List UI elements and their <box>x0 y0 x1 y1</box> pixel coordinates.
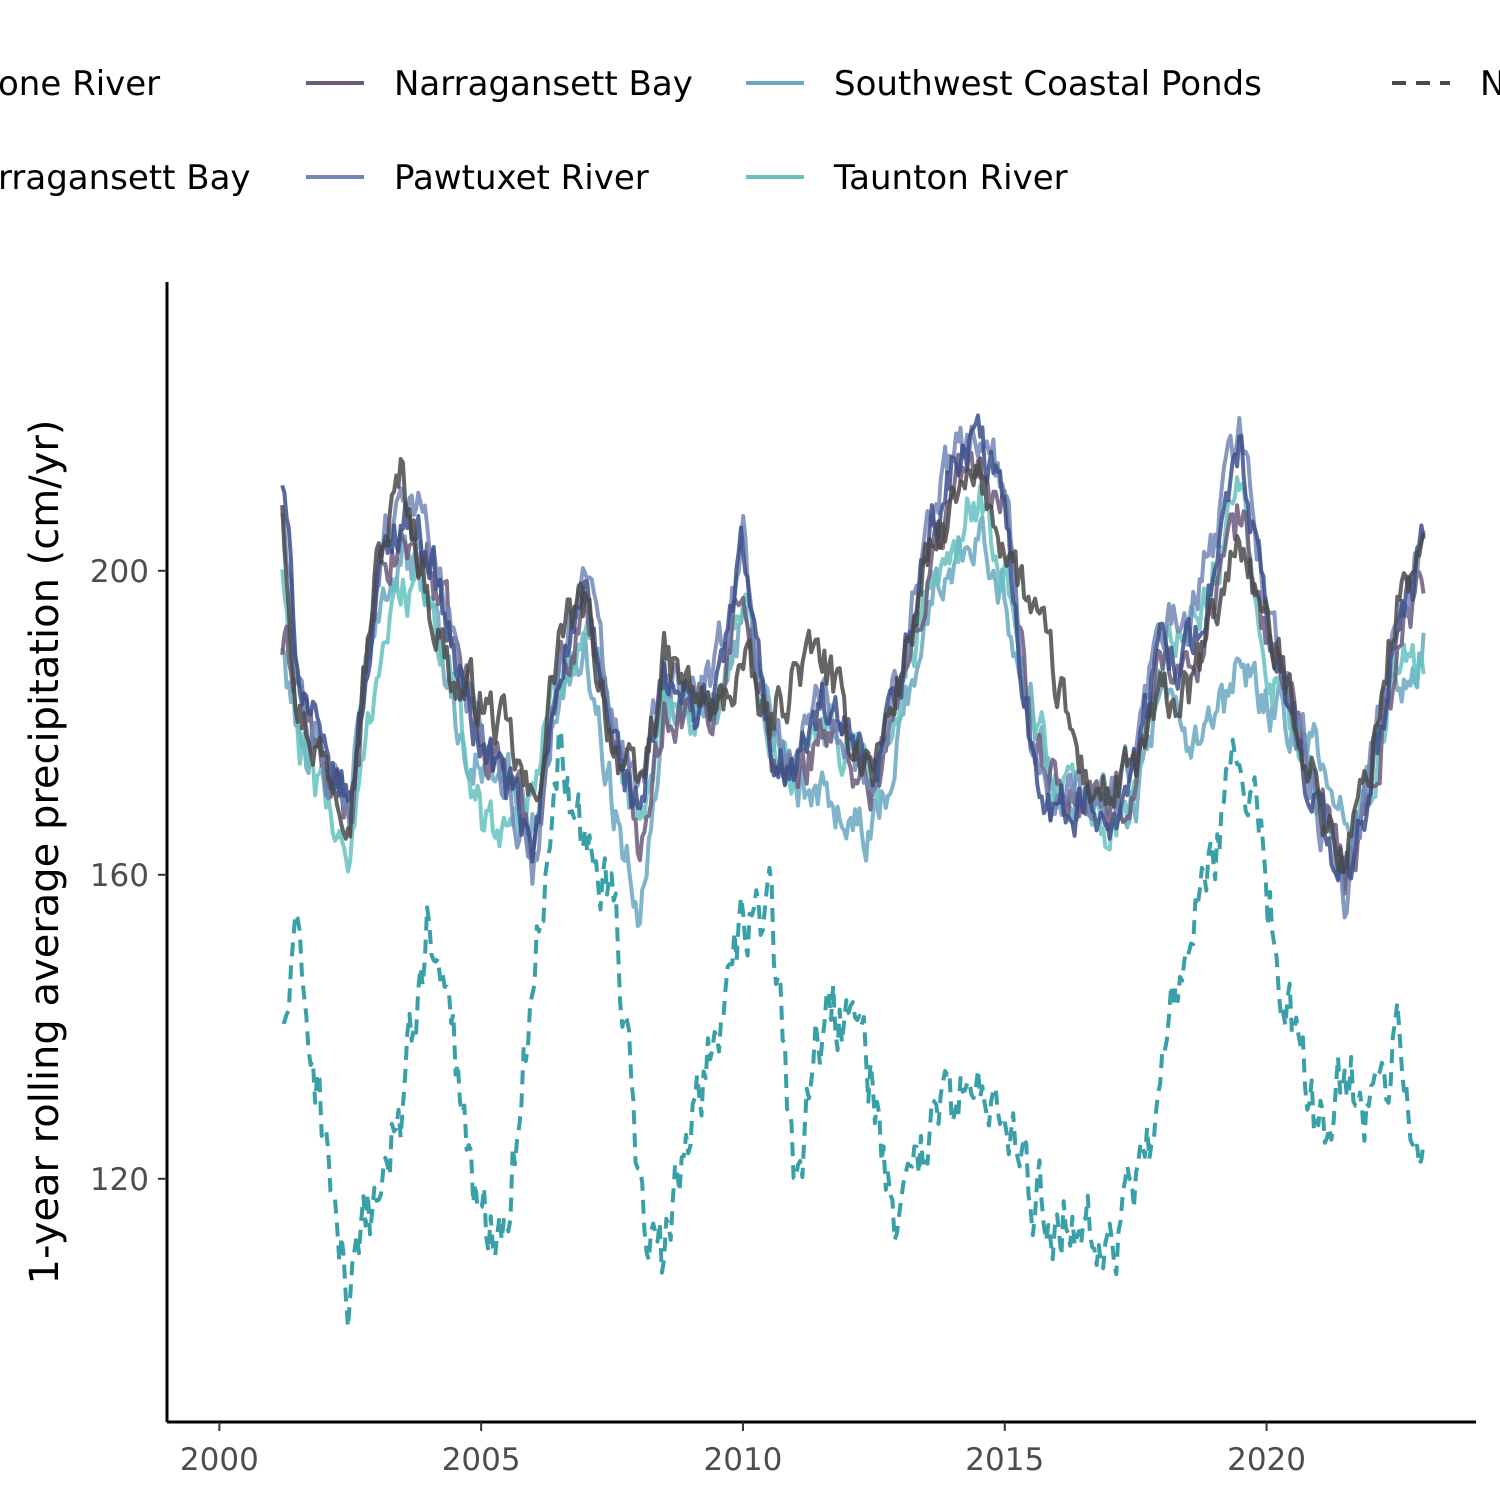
legend: one River Narragansett Bay Southwest Coa… <box>0 64 1500 198</box>
legend-label: Pawtuxet River <box>394 158 649 198</box>
x-ticks: 2000 2005 2010 2015 2020 <box>180 1422 1306 1478</box>
legend-label: Taunton River <box>833 158 1068 198</box>
x-tick-label: 2005 <box>442 1442 521 1478</box>
legend-label: one River <box>0 64 160 104</box>
x-tick-label: 2010 <box>704 1442 783 1478</box>
y-tick-label: 200 <box>90 554 149 590</box>
legend-entry: Narragansett Bay <box>306 64 693 104</box>
axes <box>165 282 1476 1424</box>
legend-label: N <box>1480 64 1500 104</box>
legend-entry: Southwest Coastal Ponds <box>746 64 1262 104</box>
series-line-s6 <box>280 475 1426 892</box>
y-tick-label: 160 <box>90 858 149 894</box>
legend-entry: N <box>1392 64 1500 104</box>
legend-entry: rragansett Bay <box>0 158 251 198</box>
series-line-s3 <box>280 413 1426 883</box>
legend-entry: one River <box>0 64 160 104</box>
plot-lines <box>280 413 1426 1330</box>
x-tick-label: 2020 <box>1227 1442 1306 1478</box>
series-line-s1 <box>280 456 1426 875</box>
y-ticks: 120 160 200 <box>90 554 167 1198</box>
legend-entry: Taunton River <box>746 158 1068 198</box>
y-axis-title: 1-year rolling average precipitation (cm… <box>22 420 68 1285</box>
series-line-s7 <box>281 728 1426 1330</box>
series-line-s5 <box>280 514 1426 929</box>
x-tick-label: 2000 <box>180 1442 259 1478</box>
legend-entry: Pawtuxet River <box>306 158 649 198</box>
x-tick-label: 2015 <box>965 1442 1044 1478</box>
legend-label: rragansett Bay <box>0 158 251 198</box>
y-tick-label: 120 <box>90 1162 149 1198</box>
legend-label: Southwest Coastal Ponds <box>834 64 1262 104</box>
legend-label: Narragansett Bay <box>394 64 693 104</box>
